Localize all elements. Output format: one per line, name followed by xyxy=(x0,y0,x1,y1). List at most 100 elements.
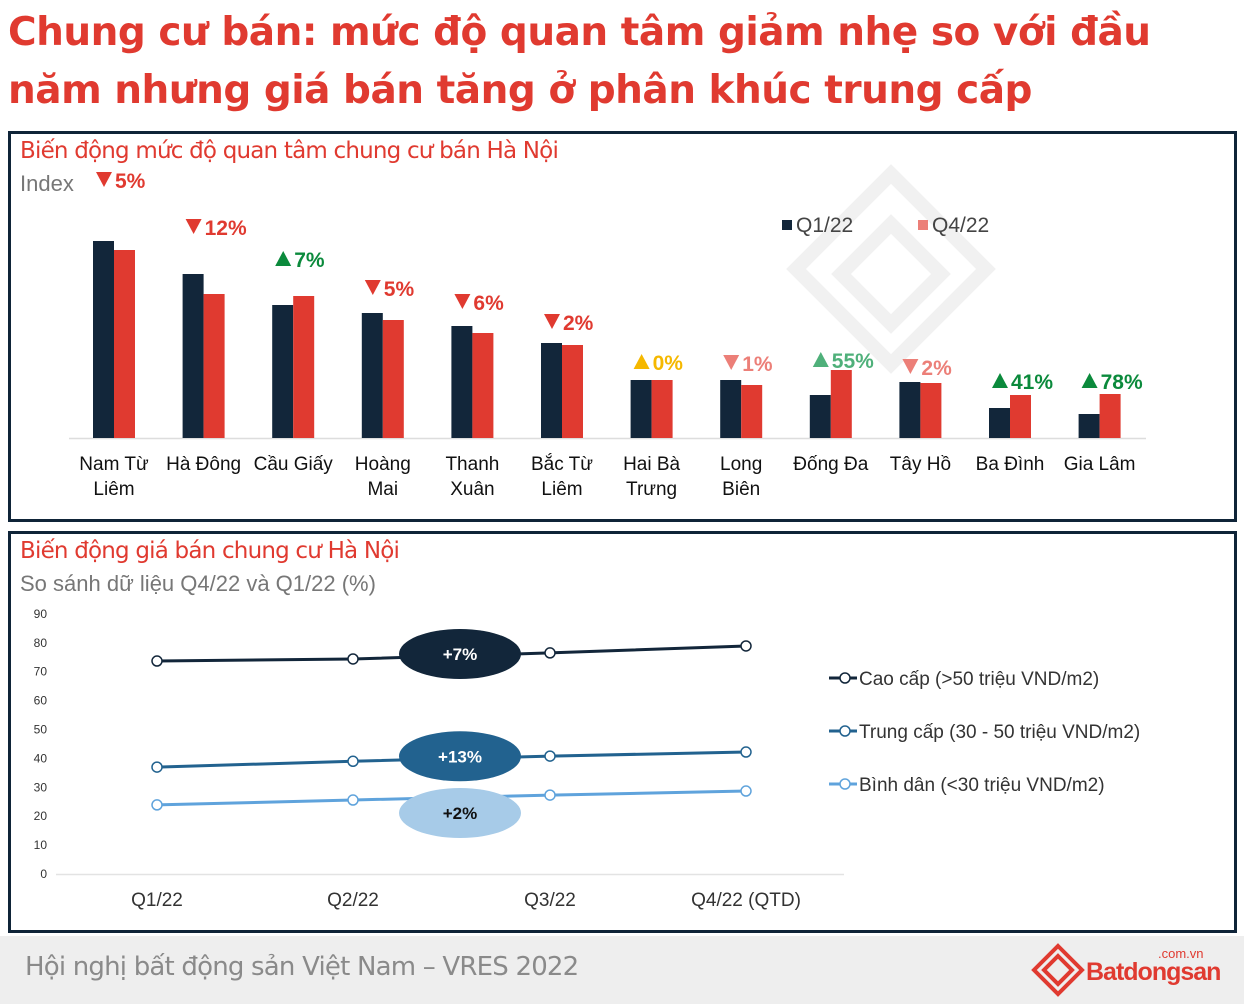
bar-q4 xyxy=(382,320,404,438)
watermark-shape xyxy=(831,214,951,334)
change-label: 2% xyxy=(921,357,952,380)
category-label: Long xyxy=(720,454,762,475)
triangle-up-icon xyxy=(275,251,292,266)
watermark-shape xyxy=(786,164,996,374)
data-point xyxy=(544,647,556,659)
y-tick-label: 0 xyxy=(40,867,47,881)
bar-q4 xyxy=(114,250,135,438)
triangle-down-icon xyxy=(364,280,381,295)
price-chart-panel: Biến động giá bán chung cư Hà Nội So sán… xyxy=(8,531,1237,933)
change-annotation: 1% xyxy=(723,353,773,376)
bar-q4 xyxy=(651,380,673,438)
change-annotation: 78% xyxy=(1081,371,1143,394)
category-label: Liêm xyxy=(93,479,134,500)
change-bubble-label: +13% xyxy=(438,747,482,766)
data-point xyxy=(151,799,163,811)
change-label: 2% xyxy=(563,312,594,335)
change-label: 6% xyxy=(473,292,504,315)
y-tick-label: 80 xyxy=(34,636,48,650)
category-label: Biên xyxy=(722,479,760,500)
category-label: Đống Đa xyxy=(793,454,868,475)
y-tick-label: 50 xyxy=(34,723,48,737)
triangle-up-icon xyxy=(1081,373,1098,388)
category-label: Hà Đông xyxy=(166,454,241,475)
data-point xyxy=(347,794,359,806)
category-label: Thanh xyxy=(445,454,499,475)
y-tick-label: 40 xyxy=(34,751,48,765)
watermark-icon xyxy=(786,164,996,374)
category-label: Hai Bà xyxy=(623,454,680,475)
category-label: Trưng xyxy=(626,479,677,500)
change-annotation: 55% xyxy=(812,350,874,373)
bar-q4 xyxy=(920,383,942,438)
y-tick-label: 30 xyxy=(34,780,48,794)
category-label: Mai xyxy=(367,479,398,500)
legend-swatch-q4 xyxy=(918,220,928,230)
triangle-up-icon xyxy=(633,354,650,369)
data-point xyxy=(347,653,359,665)
legend-label: Q1/22 xyxy=(796,214,853,237)
chart-title: Biến động mức độ quan tâm chung cư bán H… xyxy=(20,138,559,164)
change-annotation: 5% xyxy=(364,278,415,301)
change-label: 41% xyxy=(1011,371,1053,394)
bar-q4 xyxy=(562,345,583,438)
chart-subtitle: So sánh dữ liệu Q4/22 và Q1/22 (%) xyxy=(20,571,376,596)
y-tick-label: 20 xyxy=(34,809,48,823)
change-annotation: 5% xyxy=(96,170,146,193)
x-tick-label: Q3/22 xyxy=(524,890,576,911)
category-label: Bắc Từ xyxy=(531,453,593,475)
data-point xyxy=(544,789,556,801)
triangle-down-icon xyxy=(96,172,112,187)
change-label: 5% xyxy=(384,278,415,301)
change-annotation: 2% xyxy=(902,357,952,380)
change-label: 55% xyxy=(832,350,874,373)
footer-text: Hội nghị bất động sản Việt Nam – VRES 20… xyxy=(25,952,579,982)
change-label: 78% xyxy=(1101,371,1143,394)
logo-domain: .com.vn xyxy=(1158,946,1204,961)
bar-q4 xyxy=(1010,395,1031,438)
logo-name: Batdongsan xyxy=(1086,958,1221,986)
triangle-down-icon xyxy=(454,294,471,309)
change-annotation: 2% xyxy=(544,312,594,335)
legend-label: Q4/22 xyxy=(932,214,989,237)
change-bubble-label: +2% xyxy=(443,804,478,823)
triangle-down-icon xyxy=(723,355,740,370)
triangle-up-icon xyxy=(992,373,1008,388)
line-chart: 0 10 20 30 40 50 60 70 80 90 Q1/22 Q2/22 Q3/22 Q4/22 … xyxy=(34,607,1141,911)
legend-marker xyxy=(839,672,851,684)
data-point xyxy=(740,746,752,758)
triangle-down-icon xyxy=(902,359,919,374)
bar-q1 xyxy=(451,326,473,438)
triangle-down-icon xyxy=(185,219,202,234)
category-label: Hoàng xyxy=(355,454,411,475)
y-tick-label: 70 xyxy=(34,665,48,679)
data-point xyxy=(740,640,752,652)
legend-label: Cao cấp (>50 triệu VND/m2) xyxy=(859,669,1099,690)
bar-q4 xyxy=(830,370,852,438)
legend-swatch-q1 xyxy=(782,220,792,230)
bar-q4 xyxy=(203,294,225,438)
y-tick-label: 90 xyxy=(34,607,48,621)
bar-q1 xyxy=(809,395,831,438)
change-label: 12% xyxy=(205,217,247,240)
change-label: 7% xyxy=(294,249,325,272)
legend-marker xyxy=(839,725,851,737)
house-diamond-logo-icon xyxy=(1031,943,1085,997)
bar-q1 xyxy=(541,343,562,438)
change-bubble-label: +7% xyxy=(443,645,478,664)
legend-marker xyxy=(839,778,851,790)
interest-chart-panel: Biến động mức độ quan tâm chung cư bán H… xyxy=(8,131,1237,522)
bar-q4 xyxy=(472,333,494,438)
bar-q1 xyxy=(1078,414,1100,438)
change-label: 5% xyxy=(115,170,146,193)
change-label: 0% xyxy=(653,352,684,375)
change-bubble xyxy=(399,731,521,782)
bar-q4 xyxy=(741,385,763,438)
bar-q1 xyxy=(182,274,204,438)
change-bubble xyxy=(399,628,521,679)
category-label: Gia Lâm xyxy=(1064,454,1136,475)
bar-q1 xyxy=(899,382,921,438)
data-point xyxy=(151,655,163,667)
change-annotation: 7% xyxy=(275,249,325,272)
bar-q1 xyxy=(272,305,294,438)
